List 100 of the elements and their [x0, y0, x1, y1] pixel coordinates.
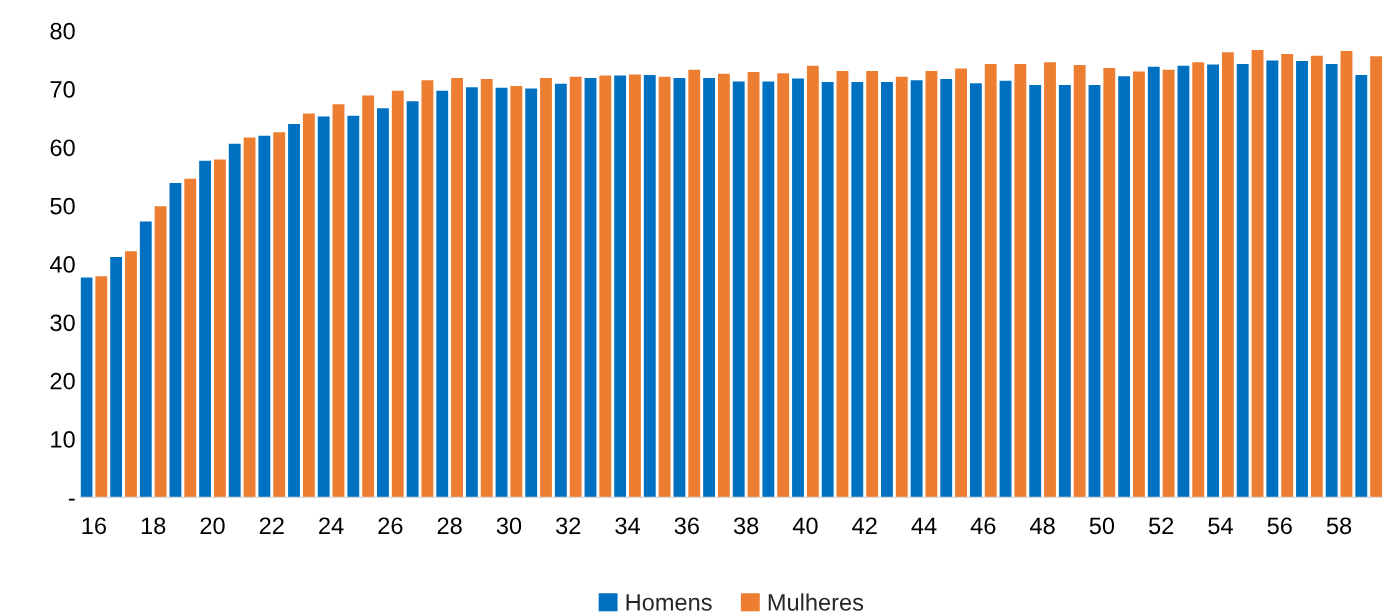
bar	[1266, 60, 1279, 498]
x-tick-label: 34	[615, 517, 640, 535]
bar	[584, 77, 597, 498]
bar	[495, 87, 508, 498]
y-tick-label: 50	[50, 197, 75, 215]
bar	[332, 104, 345, 498]
bar	[169, 182, 182, 498]
bar	[199, 160, 212, 498]
bar	[110, 257, 123, 498]
bar	[302, 113, 315, 498]
bar	[673, 77, 686, 498]
x-tick-label: 28	[437, 517, 462, 535]
bar	[1325, 63, 1338, 498]
bar	[273, 132, 286, 498]
bar	[1251, 49, 1264, 498]
bar	[288, 124, 300, 498]
bar	[940, 79, 953, 498]
bar	[139, 221, 152, 498]
bar	[1236, 63, 1249, 498]
y-tick-label: 40	[49, 256, 75, 273]
bar	[1103, 68, 1116, 498]
x-tick-label: 48	[1030, 517, 1055, 535]
bar	[703, 77, 715, 498]
bar	[1133, 71, 1145, 498]
bar	[984, 63, 997, 498]
bar	[1310, 55, 1323, 498]
bar	[1207, 64, 1219, 498]
bar	[599, 75, 612, 498]
bar	[1281, 54, 1294, 498]
bar	[1192, 62, 1205, 498]
bar	[688, 69, 701, 498]
x-tick-label: 32	[556, 517, 581, 535]
legend-label: Mulheres	[768, 593, 864, 611]
bar	[717, 73, 730, 498]
bar	[1029, 84, 1042, 498]
bar	[777, 73, 790, 498]
bar	[658, 76, 671, 498]
bar	[184, 178, 197, 498]
bar	[969, 83, 982, 498]
bar	[421, 80, 434, 498]
bar	[95, 276, 108, 498]
bar	[362, 95, 375, 498]
bar	[347, 115, 360, 498]
bar	[881, 82, 893, 498]
bar	[465, 87, 478, 498]
x-tick-label: 18	[141, 517, 166, 535]
bar	[925, 70, 938, 498]
bar	[1044, 62, 1056, 498]
bar	[569, 76, 582, 498]
bar	[154, 206, 167, 498]
legend-label: Homens	[626, 594, 712, 611]
bar	[629, 74, 641, 498]
bar	[955, 68, 967, 498]
bar	[228, 143, 241, 498]
bar	[451, 77, 464, 498]
x-tick-label: 22	[259, 517, 284, 534]
bar	[1355, 75, 1368, 498]
bar	[480, 79, 493, 498]
x-tick-label: 46	[970, 517, 996, 535]
bar	[377, 108, 389, 498]
bar	[317, 116, 330, 498]
bar	[213, 159, 226, 498]
bar	[836, 70, 849, 498]
y-tick-label: 60	[50, 139, 75, 157]
x-tick-label: 44	[911, 517, 937, 534]
bar	[643, 75, 656, 498]
bar	[895, 76, 908, 498]
bar	[391, 90, 404, 498]
y-tick-label: -	[68, 498, 75, 501]
bar	[406, 101, 419, 498]
bar	[851, 82, 864, 498]
x-tick-label: 40	[792, 517, 818, 535]
bar	[762, 81, 775, 498]
x-tick-label: 50	[1089, 517, 1115, 535]
x-tick-label: 30	[496, 517, 522, 535]
bar	[554, 83, 567, 498]
x-tick-label: 24	[319, 517, 344, 534]
y-tick-label: 70	[50, 81, 75, 98]
bar	[1296, 61, 1308, 498]
bar	[1088, 84, 1101, 498]
bar	[821, 82, 834, 498]
bar	[1073, 65, 1086, 498]
y-tick-label: 80	[50, 22, 75, 40]
bar	[525, 88, 538, 498]
bar	[1221, 52, 1234, 498]
bar	[1014, 63, 1027, 498]
bar	[732, 81, 745, 498]
x-tick-label: 36	[674, 517, 699, 535]
bar	[125, 251, 137, 498]
bar	[866, 70, 879, 498]
x-tick-label: 58	[1326, 517, 1352, 535]
y-tick-label: 20	[50, 372, 75, 390]
bar	[1058, 84, 1071, 498]
bar	[258, 135, 271, 498]
x-tick-label: 42	[852, 517, 877, 534]
bar	[1147, 66, 1160, 498]
bar	[436, 90, 449, 498]
bar	[540, 77, 552, 498]
x-tick-label: 52	[1149, 517, 1174, 535]
bar	[510, 86, 523, 498]
